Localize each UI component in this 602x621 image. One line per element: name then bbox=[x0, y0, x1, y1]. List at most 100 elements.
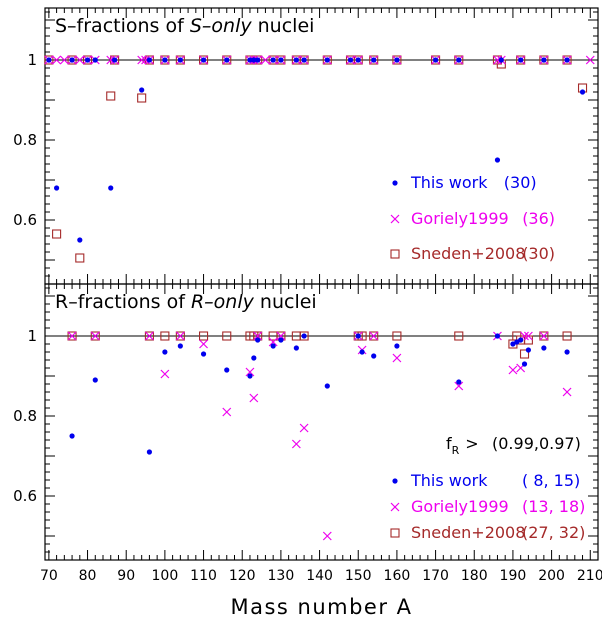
bottom-square-point bbox=[562, 331, 572, 341]
top-square-point bbox=[539, 55, 549, 65]
top-square-point bbox=[276, 55, 286, 65]
bottom-square-point bbox=[90, 331, 100, 341]
top-dot-point bbox=[54, 185, 60, 191]
bottom-dot-point bbox=[564, 349, 570, 355]
top-cross-point-stroke-b bbox=[261, 55, 270, 65]
bottom-square-point bbox=[160, 331, 170, 341]
top-dot-point bbox=[177, 57, 183, 63]
bottom-panel-r-fractions: 0.6 0.8 1 R–fractions of R–only nuclei fR > (0… bbox=[13, 283, 602, 619]
top-cross-point-stroke-b bbox=[141, 55, 150, 65]
bottom-cross-point bbox=[144, 331, 154, 341]
x-tick-label: 210 bbox=[577, 568, 602, 584]
top-dot-point bbox=[92, 57, 98, 63]
bottom-dot-point bbox=[456, 379, 462, 385]
top-cross-point bbox=[52, 55, 62, 65]
bottom-dot-point bbox=[301, 333, 307, 339]
bottom-cross-point-stroke-b bbox=[276, 331, 286, 341]
bottom-dot-point bbox=[255, 337, 261, 343]
bottom-cross-point-stroke-b bbox=[222, 407, 232, 417]
top-legend-marker-dot bbox=[392, 180, 398, 186]
top-dot-point bbox=[564, 57, 570, 63]
legend-header-sub: R bbox=[452, 444, 460, 457]
bottom-cross-point bbox=[67, 331, 77, 341]
x-tick-label: 170 bbox=[422, 568, 449, 584]
bottom-cross-point-stroke-b bbox=[369, 331, 379, 341]
bottom-dot-point bbox=[177, 343, 183, 349]
bottom-square-point bbox=[144, 331, 154, 341]
top-dot-point bbox=[498, 57, 504, 63]
bottom-cross-point-stroke-b bbox=[90, 331, 100, 341]
bottom-y-tick-label: 0.6 bbox=[13, 487, 37, 505]
top-square-point bbox=[44, 55, 54, 65]
title-italic: R–only bbox=[191, 291, 255, 313]
top-dot-point bbox=[200, 57, 207, 63]
top-square-point bbox=[199, 55, 209, 65]
bottom-dot-point bbox=[162, 349, 168, 355]
bottom-cross-point bbox=[322, 531, 332, 541]
bottom-cross-point-stroke-b bbox=[175, 331, 185, 341]
bottom-square-point bbox=[67, 331, 77, 341]
top-legend-count: (30) bbox=[504, 173, 537, 192]
top-dot-point bbox=[108, 185, 114, 191]
bottom-dot-point bbox=[541, 345, 547, 351]
top-cross-point-stroke-b bbox=[493, 55, 502, 65]
top-legend-label: Sneden+2008 bbox=[411, 244, 525, 263]
x-tick-label: 90 bbox=[117, 568, 135, 584]
bottom-plot-frame bbox=[44, 283, 599, 561]
bottom-legend-count: (27, 32) bbox=[522, 523, 585, 542]
top-cross-point bbox=[493, 55, 502, 65]
bottom-cross-point-stroke-b bbox=[523, 331, 533, 341]
bottom-cross-point-stroke-b bbox=[268, 337, 278, 347]
bottom-cross-point bbox=[392, 353, 402, 363]
top-dot-point bbox=[355, 57, 361, 63]
top-dot-point bbox=[162, 57, 168, 63]
top-square-point bbox=[75, 253, 85, 263]
top-cross-point bbox=[75, 55, 85, 65]
title-prefix: S–fractions of bbox=[55, 15, 190, 37]
bottom-cross-point bbox=[268, 337, 278, 347]
bottom-legend-marker-dot bbox=[392, 478, 398, 484]
bottom-cross-point bbox=[562, 387, 572, 397]
bottom-dot-point bbox=[324, 383, 330, 389]
top-cross-point bbox=[141, 55, 150, 65]
top-legend-count: (36) bbox=[522, 209, 555, 228]
top-dot-point bbox=[77, 237, 83, 243]
bottom-legend-label: Goriely1999 bbox=[411, 497, 509, 516]
top-y-tick-label: 0.6 bbox=[13, 211, 37, 229]
x-tick-label: 110 bbox=[190, 568, 217, 584]
top-square-point bbox=[353, 55, 363, 65]
bottom-cross-point bbox=[199, 339, 208, 349]
bottom-cross-point-stroke-b bbox=[322, 531, 332, 541]
bottom-cross-point-stroke-b bbox=[253, 331, 263, 341]
top-dot-point bbox=[293, 57, 299, 63]
bottom-dot-point bbox=[69, 433, 75, 439]
bottom-dot-point bbox=[494, 333, 501, 339]
top-dot-point bbox=[324, 57, 330, 63]
top-cross-point bbox=[59, 55, 69, 65]
top-y-tick-label: 0.8 bbox=[13, 131, 37, 149]
top-cross-point bbox=[585, 55, 595, 65]
bottom-y-tick-label: 0.8 bbox=[13, 407, 37, 425]
top-dot-point bbox=[456, 57, 462, 63]
top-square-point bbox=[222, 55, 232, 65]
top-dot-point bbox=[46, 57, 52, 63]
bottom-square-point bbox=[539, 331, 549, 341]
bottom-cross-point bbox=[90, 331, 100, 341]
bottom-cross-point-stroke-b bbox=[392, 353, 402, 363]
bottom-square-point bbox=[222, 331, 232, 341]
x-tick-label: 160 bbox=[384, 568, 411, 584]
top-dot-point bbox=[301, 57, 307, 63]
top-dot-point bbox=[394, 57, 400, 63]
bottom-cross-point bbox=[276, 331, 286, 341]
bottom-cross-point-stroke-b bbox=[160, 369, 170, 379]
bottom-square-point bbox=[454, 331, 464, 341]
bottom-square-point bbox=[392, 331, 402, 341]
top-square-point bbox=[137, 93, 147, 103]
bottom-cross-point-stroke-b bbox=[508, 365, 518, 375]
x-tick-label: 140 bbox=[306, 568, 333, 584]
top-legend-marker-cross bbox=[390, 214, 400, 224]
bottom-dot-point bbox=[521, 361, 528, 367]
top-dot-point bbox=[255, 57, 261, 63]
bottom-dot-point bbox=[247, 373, 253, 379]
